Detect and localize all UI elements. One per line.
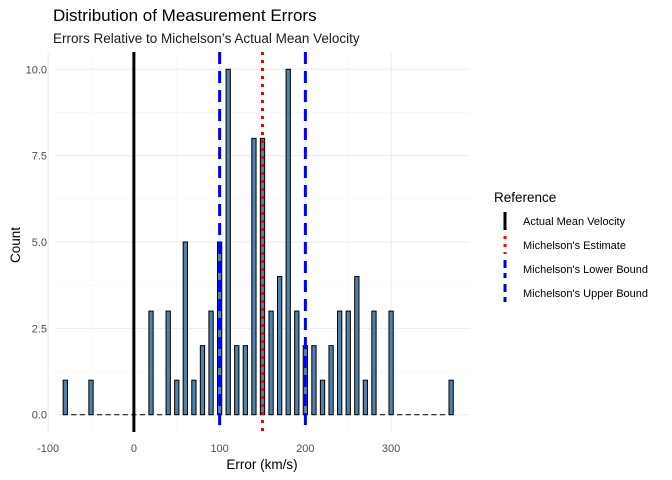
histogram-bar (362, 379, 369, 416)
histogram-bar (294, 310, 300, 416)
reference-lines (132, 52, 307, 432)
histogram-bar (62, 379, 68, 416)
x-tick-label: 100 (210, 443, 228, 455)
legend-item: Michelson's Lower Bound (503, 260, 648, 278)
histogram-bar (328, 345, 334, 416)
histogram-bar (337, 310, 343, 416)
y-axis-title: Count (8, 227, 23, 263)
histogram-bar (277, 276, 283, 416)
legend-label: Actual Mean Velocity (523, 216, 626, 228)
chart-title: Distribution of Measurement Errors (53, 6, 317, 25)
histogram-bar (199, 345, 206, 416)
histogram-bar (234, 345, 240, 416)
histogram-bar (174, 379, 180, 416)
y-tick-label: 0.0 (32, 410, 47, 422)
chart-subtitle: Errors Relative to Michelson’s Actual Me… (53, 31, 360, 46)
y-tick-label: 7.5 (32, 151, 47, 163)
x-tick-label: 0 (131, 443, 137, 455)
legend-item: Actual Mean Velocity (503, 212, 626, 230)
histogram-bar (251, 137, 257, 416)
x-tick-label: 200 (296, 443, 314, 455)
legend-item: Michelson's Upper Bound (503, 284, 648, 302)
histogram-bar (182, 241, 188, 416)
histogram-bar (371, 310, 377, 416)
histogram-bar (268, 310, 274, 416)
histogram-bar (354, 276, 360, 416)
histogram-bar (285, 68, 291, 416)
histogram-bar (208, 310, 214, 416)
y-tick-label: 2.5 (32, 323, 47, 335)
y-tick-label: 5.0 (32, 237, 47, 249)
x-tick-label: 300 (382, 443, 400, 455)
histogram-bar (165, 310, 171, 416)
histogram-bar (88, 379, 94, 416)
legend-item: Michelson's Estimate (503, 236, 626, 254)
histogram-bar (242, 345, 248, 416)
histogram-bar (225, 68, 231, 416)
grid (47, 52, 470, 432)
histogram-bar (319, 379, 326, 416)
legend-label: Michelson's Upper Bound (523, 288, 648, 300)
histogram-bar (148, 310, 154, 416)
y-tick-label: 10.0 (26, 64, 47, 76)
histogram-bar (388, 310, 394, 416)
histogram-bar (448, 379, 454, 416)
legend: Reference Actual Mean Velocity Michelson'… (494, 190, 648, 302)
histogram-bar (311, 345, 317, 416)
x-axis-title: Error (km/s) (226, 457, 297, 472)
histogram-bar (345, 310, 351, 416)
legend-title: Reference (494, 190, 556, 205)
legend-label: Michelson's Estimate (523, 240, 626, 252)
histogram-bar (191, 379, 197, 416)
axes: 0.0 2.5 5.0 7.5 10.0 -100 0 100 200 300 (26, 64, 401, 455)
x-tick-label: -100 (37, 443, 59, 455)
legend-label: Michelson's Lower Bound (523, 264, 648, 276)
